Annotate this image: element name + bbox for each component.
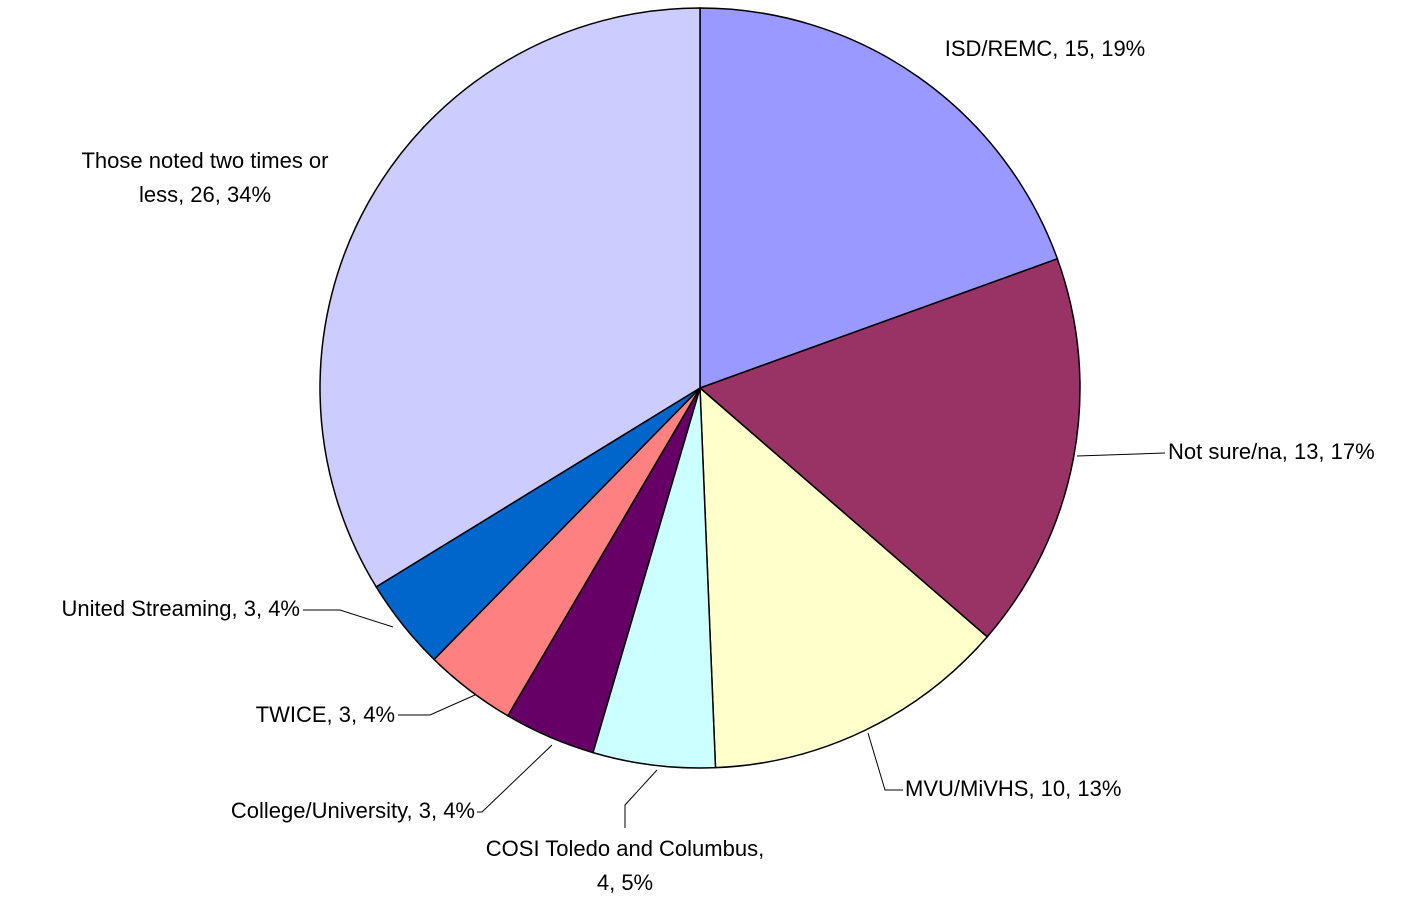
data-label: MVU/MiVHS, 10, 13% xyxy=(905,776,1121,801)
pie-slice xyxy=(699,386,989,769)
leader-line xyxy=(477,744,553,813)
data-label: 4, 5% xyxy=(597,870,653,895)
pie-slice xyxy=(319,7,701,588)
data-label: less, 26, 34% xyxy=(139,182,271,207)
data-label: ISD/REMC, 15, 19% xyxy=(945,36,1146,61)
data-label: College/University, 3, 4% xyxy=(231,798,475,823)
leader-line xyxy=(303,609,394,628)
data-label: TWICE, 3, 4% xyxy=(256,702,395,727)
data-label: Those noted two times or xyxy=(81,148,328,173)
leader-line xyxy=(867,732,903,791)
data-label: COSI Toledo and Columbus, xyxy=(486,836,764,861)
leader-line xyxy=(624,769,658,828)
leader-line xyxy=(398,694,476,716)
pie-slice xyxy=(699,7,1059,390)
data-label: Not sure/na, 13, 17% xyxy=(1168,439,1375,464)
leader-line xyxy=(1076,452,1166,457)
data-label: United Streaming, 3, 4% xyxy=(62,596,300,621)
pie-slice xyxy=(698,257,1081,638)
